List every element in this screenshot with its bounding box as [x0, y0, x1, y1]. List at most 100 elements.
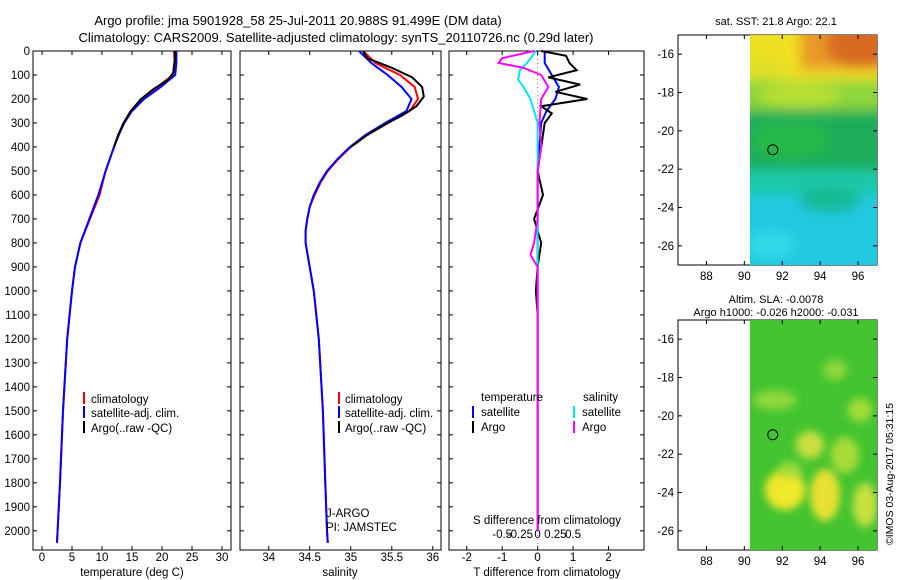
x-tick-label: 35.5: [381, 552, 403, 564]
legend-header-salinity: salinity: [583, 392, 618, 404]
legend-climatology: climatology: [345, 394, 403, 406]
legend-header-temperature: temperature: [481, 392, 543, 404]
x-tick-label: 0: [534, 552, 540, 564]
depth-axis: 0 100 200 300 400 500 600 700 800 900 1000 1100 1200…: [4, 46, 231, 538]
temperature-legend: climatology satellite-adj. clim. Argo(..…: [83, 392, 179, 435]
lon-tick-label: 96: [852, 271, 865, 283]
depth-tick-label: 300: [11, 118, 30, 130]
difference-series: [496, 50, 588, 531]
annotation-program: J-ARGO: [326, 508, 370, 520]
depth-tick-label: 1400: [4, 382, 30, 394]
sla-map-title-line2: Argo h1000: -0.026 h2000: -0.031: [693, 307, 858, 319]
series-line-satellite-adj-clim: [304, 50, 413, 543]
legend-climatology: climatology: [91, 394, 149, 406]
lat-tick-label: -18: [657, 88, 674, 100]
x-tick-label: -2: [462, 552, 472, 564]
salinity-diff-tick-label: -0.25: [507, 529, 533, 541]
lon-tick-label: 90: [738, 556, 751, 568]
difference-axes: [448, 50, 645, 551]
x-tick-label: 0: [39, 552, 45, 564]
lat-tick-label: -24: [657, 488, 674, 500]
lat-tick-label: -24: [657, 203, 674, 215]
lon-tick-label: 94: [814, 556, 827, 568]
depth-tick-label: 1000: [4, 286, 30, 298]
depth-tick-label: 1200: [4, 334, 30, 346]
x-tick-label: -1: [497, 552, 507, 564]
temperature-axes: [32, 50, 232, 551]
x-tick-label: 5: [69, 552, 75, 564]
x-tick-label: 10: [96, 552, 109, 564]
x-tick-label: 25: [186, 552, 199, 564]
argo-position-marker: [767, 144, 779, 156]
lon-tick-label: 90: [738, 271, 751, 283]
lon-tick-label: 88: [700, 556, 713, 568]
depth-tick-label: 0: [24, 46, 30, 58]
x-tick-label: 30: [216, 552, 229, 564]
depth-tick-label: 1100: [5, 310, 30, 322]
legend-argo: Argo(..raw -QC): [91, 423, 172, 435]
difference-xlabel: T difference from climatology: [473, 567, 620, 579]
annotation-pi: PI: JAMSTEC: [326, 522, 397, 534]
sla-map-axes-ticks: 88 90 92 94 96 -16 -18 -20 -22 -24 -26: [657, 320, 877, 568]
salinity-depth-ticks: [240, 50, 441, 532]
lat-tick-label: -22: [657, 164, 674, 176]
depth-tick-label: 1300: [4, 358, 30, 370]
legend-s-satellite: satellite: [582, 407, 621, 419]
temperature-xlabel: temperature (deg C): [80, 567, 184, 579]
x-tick-label: 34: [262, 552, 275, 564]
difference-depth-ticks: [449, 50, 644, 532]
sla-map-panel: Altim. SLA: -0.0078 Argo h1000: -0.026 h…: [657, 294, 878, 568]
sst-map-title: sat. SST: 21.8 Argo: 22.1: [715, 16, 837, 28]
series-line-salinity-argo: [496, 50, 550, 531]
depth-tick-label: 600: [11, 190, 30, 202]
x-tick-label: 15: [126, 552, 139, 564]
depth-tick-label: 500: [11, 166, 30, 178]
difference-xlabel-salinity: S difference from climatology: [473, 515, 621, 527]
lon-tick-label: 92: [776, 271, 789, 283]
legend-s-argo: Argo: [582, 422, 606, 434]
depth-tick-label: 1700: [4, 454, 30, 466]
x-tick-label: 34.5: [299, 552, 321, 564]
temperature-panel: 0100200300400500600700800900100011001200…: [4, 46, 232, 579]
lat-tick-label: -16: [657, 49, 674, 61]
argo-position-marker: [767, 429, 779, 441]
salinity-diff-tick-label: -0.5: [492, 529, 512, 541]
figure-title-line1: Argo profile: jma 5901928_58 25-Jul-2011…: [94, 13, 501, 28]
lon-tick-label: 94: [814, 271, 827, 283]
figure-title-line2: Climatology: CARS2009. Satellite-adjuste…: [79, 30, 594, 45]
lat-tick-label: -16: [657, 334, 674, 346]
x-tick-label: 36: [426, 552, 439, 564]
salinity-panel: 34 34.5 35 35.5 36 salinity climatology sate…: [239, 50, 442, 579]
lat-tick-label: -18: [657, 373, 674, 385]
sst-map-axes-ticks: 88 90 92 94 96 -16 -18 -20 -22 -24 -26: [657, 35, 877, 283]
legend-argo: Argo(..raw -QC): [345, 423, 426, 435]
salinity-diff-tick-label: 0.5: [565, 529, 581, 541]
salinity-x-axis: 34 34.5 35 35.5 36: [262, 51, 439, 564]
legend-satellite: satellite-adj. clim.: [345, 408, 433, 420]
x-tick-label: 1: [570, 552, 576, 564]
sst-map-panel: sat. SST: 21.8 Argo: 22.1 88 90 92 94 96 -16 -…: [657, 16, 878, 283]
lon-tick-label: 88: [700, 271, 713, 283]
lat-tick-label: -26: [657, 241, 674, 253]
lon-tick-label: 96: [852, 556, 865, 568]
salinity-legend: climatology satellite-adj. clim. Argo(..…: [338, 392, 433, 435]
series-line-temperature-argo: [533, 50, 588, 531]
lon-tick-label: 92: [776, 556, 789, 568]
x-tick-label: 35: [344, 552, 357, 564]
series-line-satellite-adj-clim: [56, 51, 178, 543]
temperature-series: [56, 50, 178, 543]
temperature-x-axis: 0 5 10 15 20 25 30: [39, 51, 229, 564]
depth-tick-label: 1800: [4, 478, 30, 490]
depth-tick-label: 200: [11, 94, 30, 106]
salinity-xlabel: salinity: [322, 567, 357, 579]
x-tick-label: 20: [156, 552, 169, 564]
copyright-stamp: ©IMOS 03-Aug-2017 05:31:15: [884, 403, 896, 545]
depth-tick-label: 1500: [4, 406, 30, 418]
lat-tick-label: -20: [657, 126, 674, 138]
sst-heatmap: [750, 35, 877, 265]
legend-satellite: satellite-adj. clim.: [91, 408, 179, 420]
sla-heatmap: [750, 320, 877, 550]
series-line-argo-raw-qc: [350, 50, 425, 148]
